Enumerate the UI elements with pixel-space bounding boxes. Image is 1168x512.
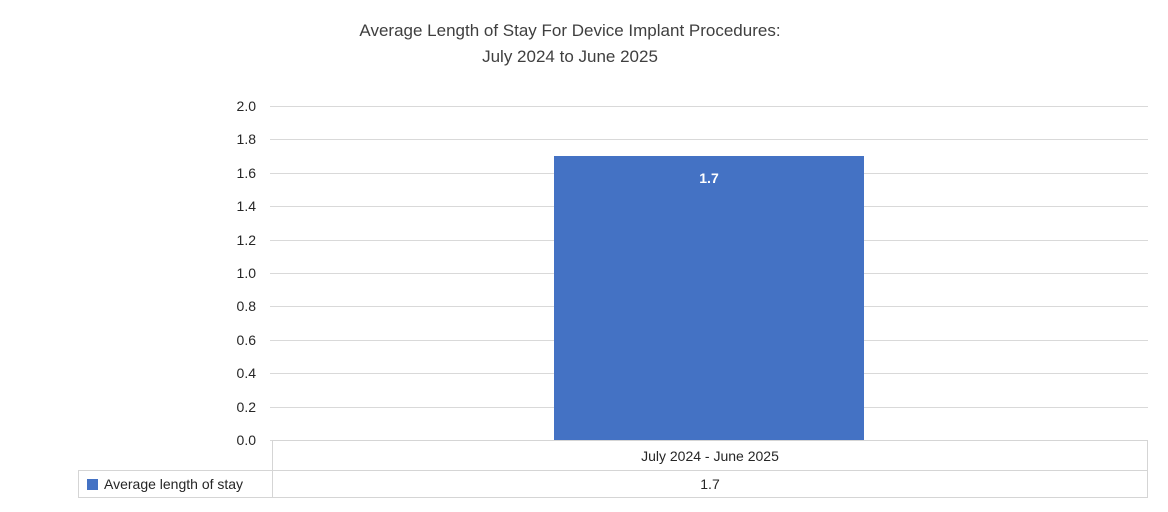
y-axis-tick-label: 0.8 — [236, 298, 256, 314]
legend-swatch-icon — [87, 478, 98, 490]
chart-title-line2: July 2024 to June 2025 — [482, 47, 658, 66]
y-axis-tick-label: 1.4 — [236, 198, 256, 214]
y-axis-tick-label: 1.0 — [236, 265, 256, 281]
chart-title: Average Length of Stay For Device Implan… — [0, 18, 1140, 70]
plot-area: 1.7 — [270, 106, 1148, 441]
y-axis-tick-label: 0.0 — [236, 432, 256, 448]
y-axis-tick-label: 0.4 — [236, 365, 256, 381]
data-table-value-cell: 1.7 — [272, 470, 1148, 498]
bar-july-2024-june-2025: 1.7 — [554, 156, 864, 440]
y-axis-tick-label: 1.2 — [236, 232, 256, 248]
y-axis-tick-label: 0.2 — [236, 399, 256, 415]
y-axis: 2.0 1.8 1.6 1.4 1.2 1.0 0.8 0.6 0.4 0.2 0.0 — [170, 98, 256, 448]
y-axis-tick-label: 1.6 — [236, 165, 256, 181]
chart-title-line1: Average Length of Stay For Device Implan… — [359, 21, 781, 40]
series-name-label: Average length of stay — [104, 476, 244, 492]
data-table-legend-cell: Average length of stay — [78, 470, 273, 498]
y-axis-tick-label: 1.8 — [236, 131, 256, 147]
y-axis-tick-label: 0.6 — [236, 332, 256, 348]
gridline — [270, 106, 1148, 107]
y-axis-tick-label: 2.0 — [236, 98, 256, 114]
gridline — [270, 139, 1148, 140]
x-axis-category-cell: July 2024 - June 2025 — [272, 440, 1148, 471]
bar-data-label: 1.7 — [699, 170, 719, 186]
